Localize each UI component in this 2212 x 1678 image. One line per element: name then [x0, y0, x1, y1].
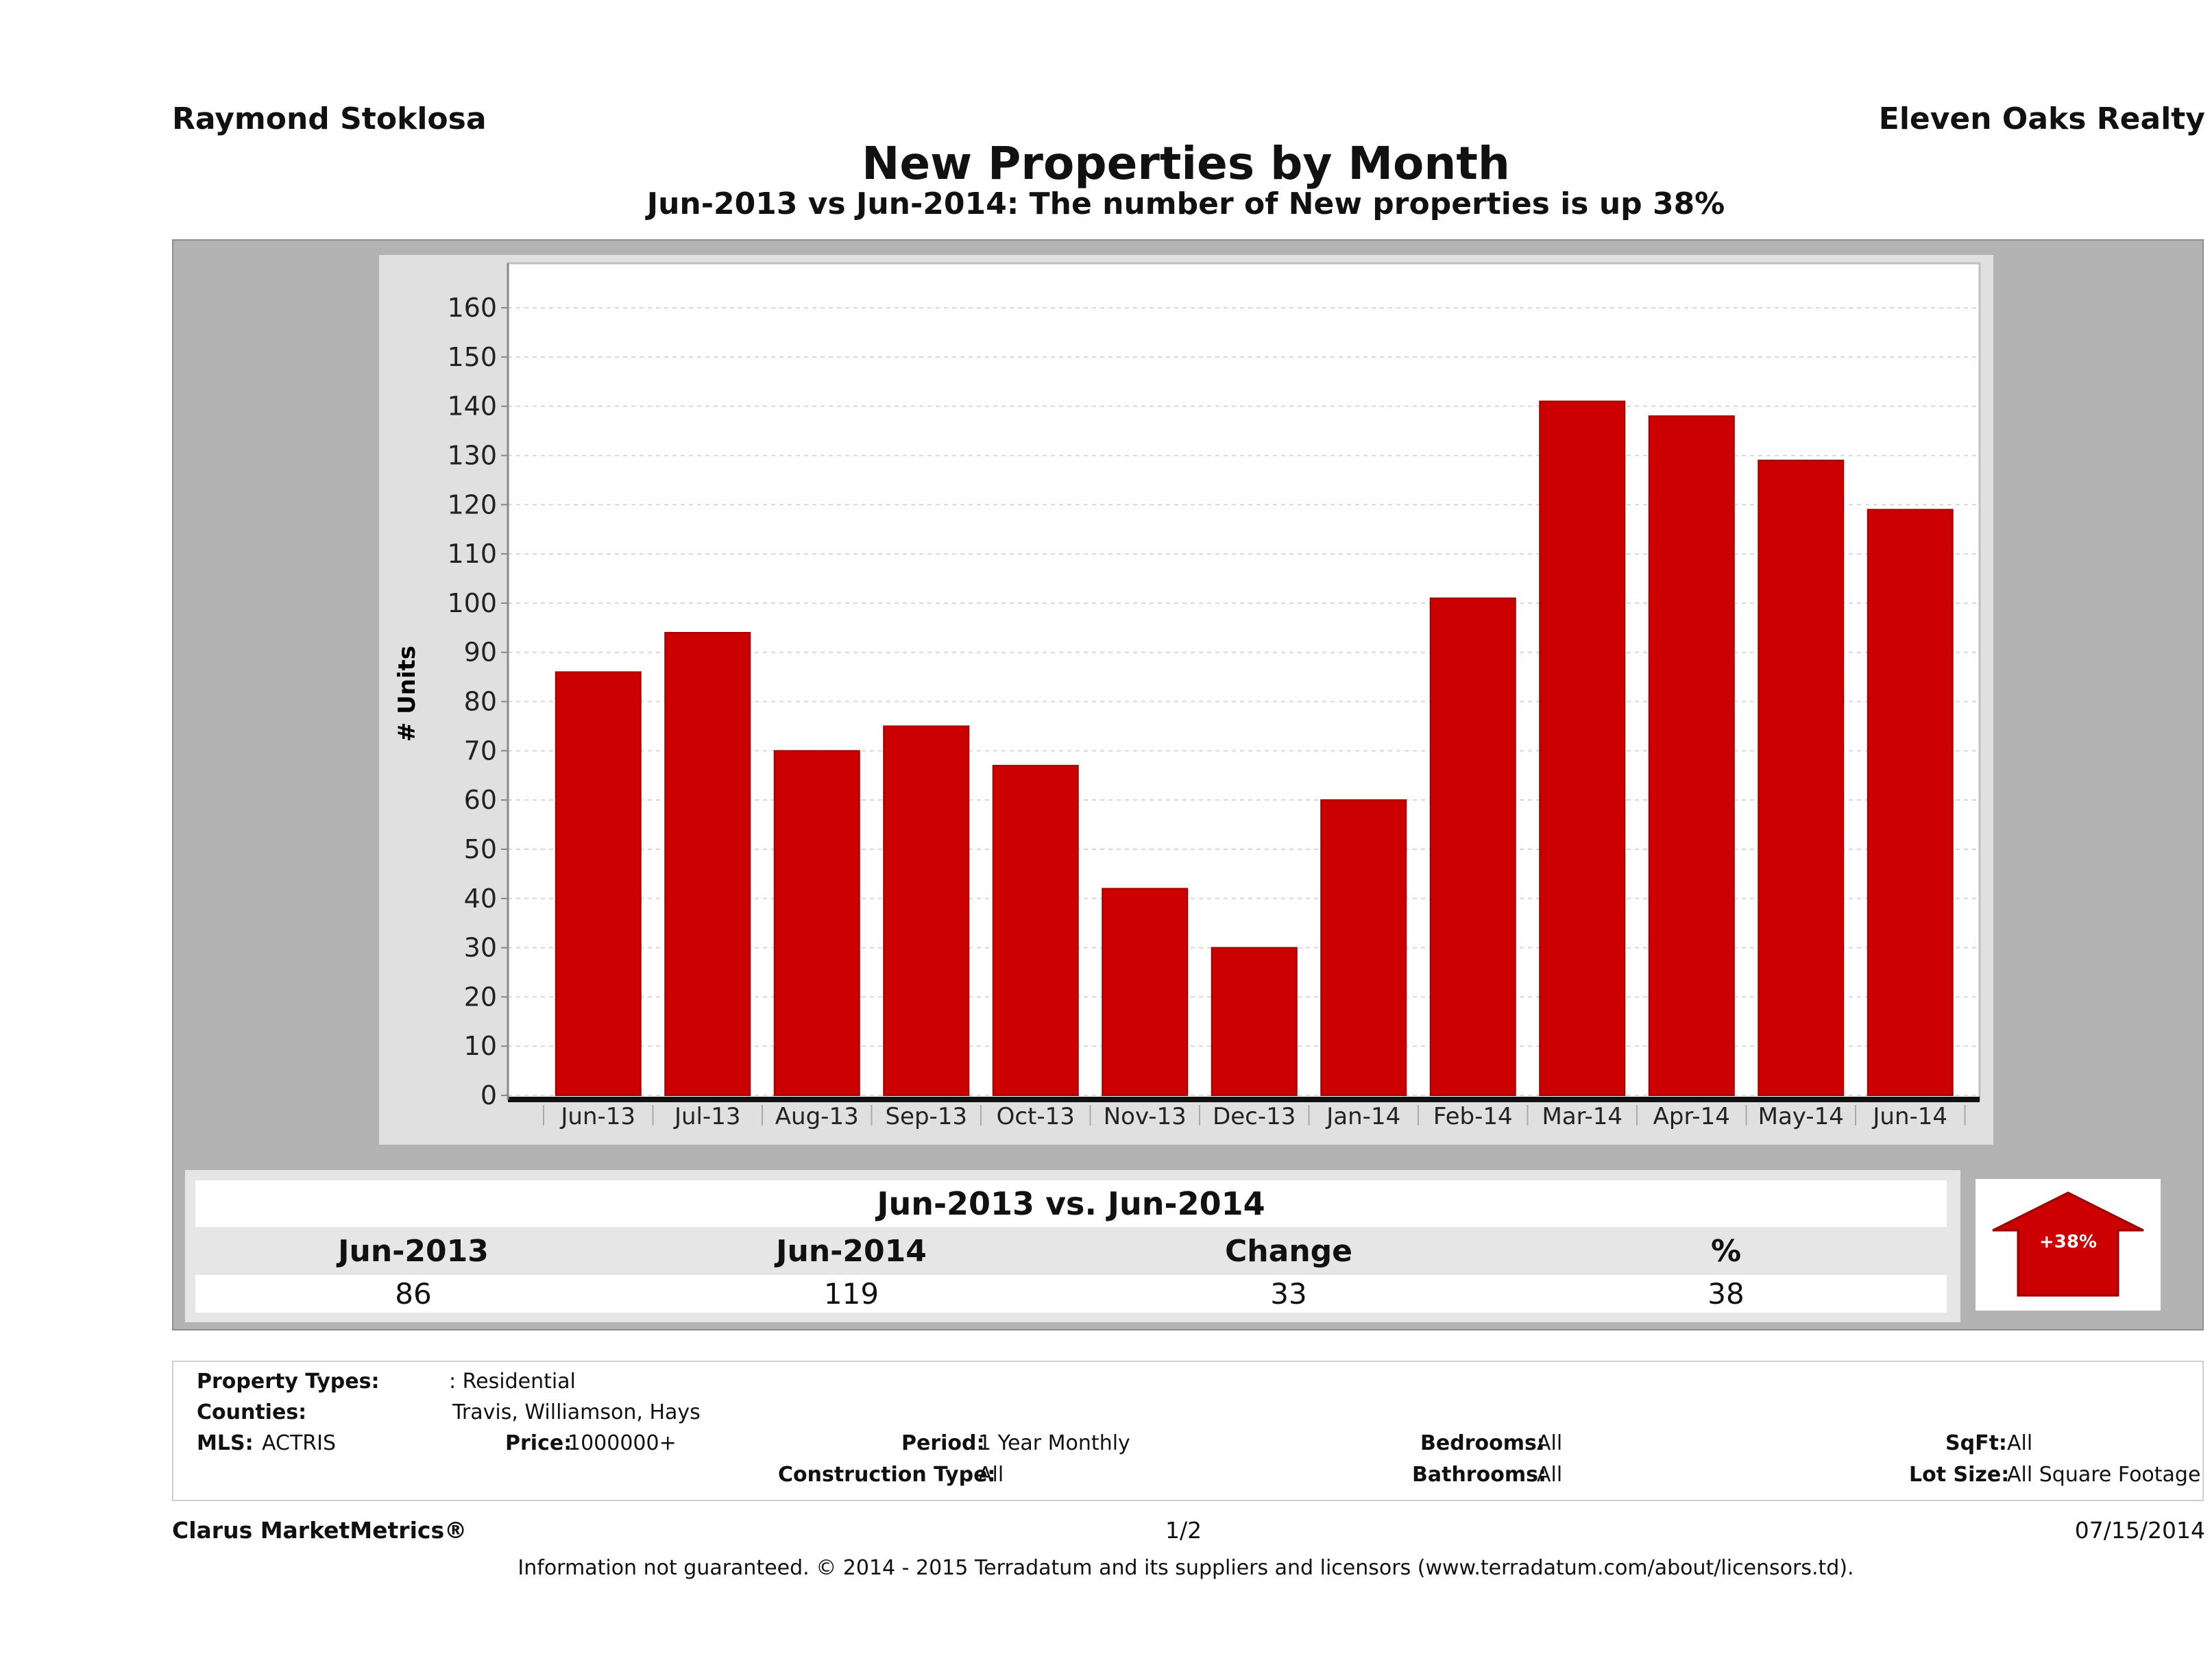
y-tick-label: 120 — [447, 489, 497, 520]
x-tick-label: Jun-13 — [559, 1103, 635, 1130]
company-name: Eleven Oaks Realty — [1878, 101, 2205, 136]
y-tick-label: 130 — [447, 440, 497, 470]
y-tick-label: 80 — [464, 687, 497, 717]
bar-jun-13 — [555, 671, 642, 1096]
y-tick-label: 30 — [464, 933, 497, 963]
y-tick-label: 110 — [447, 539, 497, 569]
agent-name: Raymond Stoklosa — [172, 101, 487, 136]
summary-value-change: 33 — [1270, 1277, 1307, 1311]
criteria-box — [172, 1361, 2204, 1501]
mls-label: MLS: — [197, 1431, 254, 1455]
y-tick-label: 140 — [447, 391, 497, 422]
up-arrow-icon: +38% — [1992, 1191, 2144, 1297]
bar-feb-14 — [1429, 597, 1516, 1097]
x-tick-label: Jan-14 — [1325, 1103, 1400, 1130]
y-tick-label: 70 — [464, 735, 497, 766]
bar-jun-14 — [1867, 509, 1954, 1096]
report-date: 07/15/2014 — [2074, 1517, 2205, 1544]
bar-jan-14 — [1320, 799, 1407, 1096]
counties-label: Counties: — [197, 1400, 307, 1424]
x-tick-label: Aug-13 — [775, 1103, 859, 1130]
bathrooms-value: All — [1537, 1463, 1563, 1487]
counties-value: Travis, Williamson, Hays — [452, 1400, 701, 1424]
construction-type-value: All — [978, 1463, 1004, 1487]
bar-may-14 — [1758, 459, 1845, 1096]
bar-jul-13 — [664, 631, 751, 1096]
x-tick-label: Oct-13 — [997, 1103, 1075, 1130]
bathrooms-label: Bathrooms: — [1412, 1463, 1546, 1487]
mls-value: ACTRIS — [262, 1431, 337, 1455]
y-tick-label: 0 — [481, 1080, 497, 1110]
y-tick-label: 10 — [464, 1031, 497, 1061]
page-number: 1/2 — [1165, 1517, 1202, 1544]
bar-mar-14 — [1539, 400, 1626, 1097]
bar-chart: 0 10 20 30 40 50 60 70 80 90 100 110 120 130 140 150 160… — [393, 262, 1981, 1130]
y-tick-label: 150 — [447, 342, 497, 372]
bar-aug-13 — [773, 750, 860, 1096]
period-label: Period: — [901, 1431, 985, 1455]
period-value: 1 Year Monthly — [978, 1431, 1130, 1455]
y-axis-label: # Units — [393, 646, 421, 742]
y-tick-label: 60 — [464, 785, 497, 815]
bar-sep-13 — [883, 725, 970, 1096]
summary-header-start: Jun-2013 — [338, 1234, 489, 1269]
bar-apr-14 — [1648, 415, 1735, 1097]
y-tick-label: 40 — [464, 884, 497, 914]
summary-header-change: Change — [1225, 1234, 1352, 1269]
sqft-label: SqFt: — [1945, 1431, 2007, 1455]
x-tick-label: Jun-14 — [1871, 1103, 1947, 1130]
brand-name: Clarus MarketMetrics® — [172, 1517, 467, 1544]
summary-header-end: Jun-2014 — [776, 1234, 927, 1269]
y-tick-label: 50 — [464, 834, 497, 864]
x-tick-label: Jul-13 — [673, 1103, 741, 1130]
chart-title: New Properties by Month — [862, 137, 1510, 190]
summary-value-start: 86 — [395, 1277, 432, 1311]
price-label: Price: — [505, 1431, 572, 1455]
disclaimer: Information not guaranteed. © 2014 - 201… — [518, 1556, 1854, 1580]
price-value: 1000000+ — [568, 1431, 677, 1455]
chart-subtitle: Jun-2013 vs Jun-2014: The number of New … — [646, 186, 1725, 221]
change-badge-text: +38% — [2039, 1232, 2097, 1252]
property-types-value: : Residential — [449, 1370, 576, 1394]
lot-size-value: All Square Footage — [2007, 1463, 2201, 1487]
y-tick-label: 160 — [447, 293, 497, 323]
sqft-value: All — [2007, 1431, 2033, 1455]
lot-size-label: Lot Size: — [1909, 1463, 2010, 1487]
x-tick-label: Feb-14 — [1433, 1103, 1513, 1130]
bar-oct-13 — [992, 764, 1079, 1096]
y-tick-label: 20 — [464, 982, 497, 1012]
summary-value-end: 119 — [823, 1277, 879, 1311]
summary-value-row — [195, 1275, 1947, 1313]
construction-type-label: Construction Type: — [778, 1463, 996, 1487]
bedrooms-label: Bedrooms: — [1420, 1431, 1545, 1455]
summary-value-percent: 38 — [1707, 1277, 1745, 1311]
change-badge: +38% — [1976, 1179, 2161, 1311]
x-tick-label: Nov-13 — [1104, 1103, 1187, 1130]
bar-nov-13 — [1102, 888, 1189, 1096]
x-tick-label: Mar-14 — [1542, 1103, 1622, 1130]
y-tick-label: 100 — [447, 588, 497, 618]
x-tick-label: Sep-13 — [885, 1103, 967, 1130]
x-tick-label: May-14 — [1758, 1103, 1844, 1130]
bar-dec-13 — [1211, 947, 1298, 1096]
property-types-label: Property Types: — [197, 1370, 380, 1394]
x-tick-label: Dec-13 — [1213, 1103, 1296, 1130]
bedrooms-value: All — [1537, 1431, 1563, 1455]
y-tick-label: 90 — [464, 637, 497, 668]
summary-header-percent: % — [1710, 1234, 1742, 1269]
summary-title: Jun-2013 vs. Jun-2014 — [195, 1180, 1947, 1227]
x-tick-label: Apr-14 — [1653, 1103, 1730, 1130]
